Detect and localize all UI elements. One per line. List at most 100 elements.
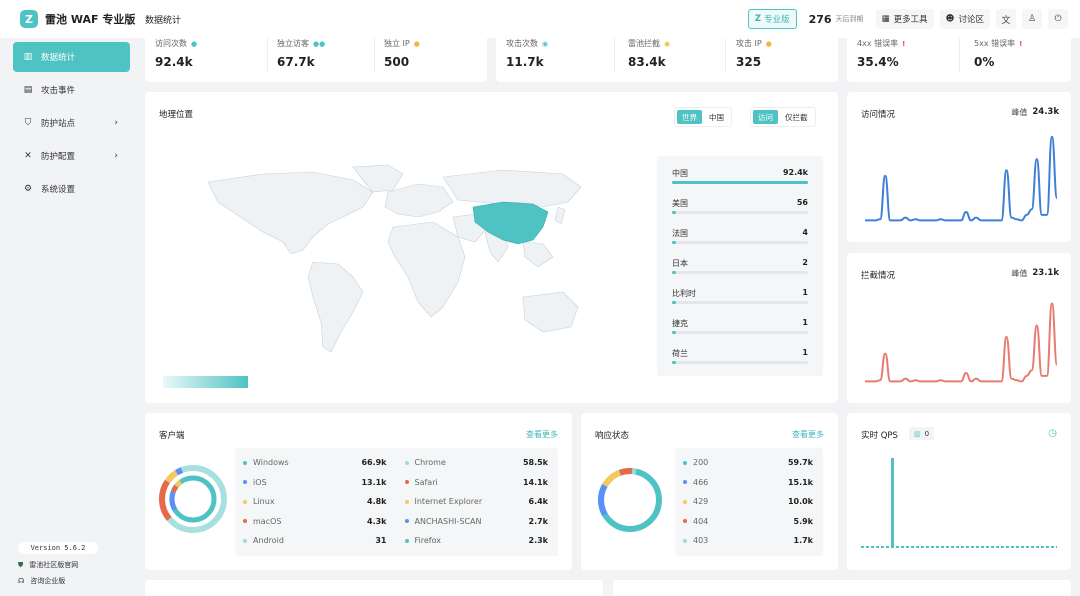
sidebar: ▥ 数据统计 ▤ 攻击事件 ⛉ 防护站点 › ✕ 防护配置 › ⚙ 系统设置 bbox=[0, 38, 145, 596]
greenland-shape bbox=[352, 164, 404, 193]
sidebar-item-protected-sites[interactable]: ⛉ 防护站点 › bbox=[13, 108, 130, 138]
stat-value: 11.7k bbox=[506, 55, 544, 69]
peak-value: 24.3k bbox=[1032, 107, 1059, 117]
scope-china-tab[interactable]: 中国 bbox=[709, 112, 724, 122]
geo-card: 地理位置 世界 中国 访问 仅拦截 中国 92.4k 美国 56 法国 4 日本 2 比利时 1 捷… bbox=[145, 92, 838, 403]
sidebar-item-protection-config[interactable]: ✕ 防护配置 › bbox=[13, 141, 130, 171]
country-value: 1 bbox=[802, 318, 808, 327]
legend-label: 200 bbox=[693, 458, 709, 467]
legend-label: 404 bbox=[693, 516, 709, 526]
grid-icon: ▦ bbox=[881, 14, 890, 24]
south-america-shape bbox=[307, 261, 364, 353]
ip-icon: ● bbox=[413, 39, 420, 48]
sidebar-item-statistics[interactable]: ▥ 数据统计 bbox=[13, 42, 130, 72]
clock-icon[interactable]: ◷ bbox=[1048, 428, 1057, 439]
logo-icon: Z bbox=[20, 10, 38, 28]
qps-spike-bar bbox=[891, 458, 894, 547]
scope-toggle: 世界 中国 bbox=[674, 107, 732, 127]
legend-item: Internet Explorer bbox=[404, 497, 482, 506]
sidebar-item-attack-events[interactable]: ▤ 攻击事件 bbox=[13, 75, 130, 105]
world-map[interactable] bbox=[203, 162, 583, 362]
legend-label: iOS bbox=[253, 477, 267, 487]
block-line-chart[interactable] bbox=[861, 291, 1061, 391]
series-line bbox=[865, 135, 1058, 222]
australia-shape bbox=[522, 291, 579, 333]
days-remaining: 276 bbox=[808, 12, 832, 26]
africa-shape bbox=[387, 221, 466, 318]
country-bar-fill bbox=[672, 271, 677, 274]
days-label: 天后到期 bbox=[835, 15, 864, 23]
version-label: Version 5.6.2 bbox=[18, 542, 98, 554]
app-logo[interactable]: Z 雷池 WAF 专业版 bbox=[0, 10, 145, 28]
stat-value: 83.4k bbox=[628, 55, 666, 69]
legend-value: 1.7k bbox=[793, 536, 814, 545]
scope-world-tab[interactable]: 世界 bbox=[677, 110, 702, 124]
geo-title: 地理位置 bbox=[159, 110, 194, 120]
access-peak: 峰值 24.3k bbox=[1011, 107, 1059, 118]
legend-dot bbox=[243, 519, 247, 523]
license-expiry: 276 天后到期 bbox=[803, 9, 870, 29]
stat-label: 4xx 错误率 bbox=[857, 39, 899, 48]
legend-item: Android bbox=[243, 536, 284, 545]
enterprise-consult-link[interactable]: ☊ 咨询企业版 bbox=[18, 576, 65, 586]
chevron-right-icon: › bbox=[114, 151, 118, 161]
country-bar-track bbox=[672, 241, 808, 244]
country-name: 荷兰 bbox=[672, 349, 688, 358]
clients-donut-chart[interactable] bbox=[157, 463, 229, 535]
mode-blocked-tab[interactable]: 仅拦截 bbox=[785, 112, 808, 122]
sidebar-item-system-settings[interactable]: ⚙ 系统设置 bbox=[13, 174, 130, 204]
country-bar-track bbox=[672, 181, 808, 184]
divider bbox=[614, 38, 615, 72]
forum-button[interactable]: ☻ 讨论区 bbox=[939, 9, 990, 29]
legend-value: 4.8k bbox=[367, 497, 387, 506]
legend-label: 466 bbox=[693, 477, 709, 487]
country-value: 56 bbox=[796, 198, 808, 207]
russia-asia-shape bbox=[442, 169, 582, 208]
block-title: 拦截情况 bbox=[861, 271, 896, 281]
legend-value: 31 bbox=[375, 536, 387, 545]
sidebar-item-label: 攻击事件 bbox=[41, 86, 76, 96]
china-shape bbox=[472, 201, 549, 245]
mode-access-tab[interactable]: 访问 bbox=[753, 110, 778, 124]
southeast-asia-shape bbox=[522, 241, 554, 268]
divider bbox=[959, 38, 960, 72]
stat-label: 5xx 错误率 bbox=[974, 39, 1016, 48]
translate-icon[interactable]: 文 bbox=[996, 9, 1016, 29]
more-tools-button[interactable]: ▦ 更多工具 bbox=[875, 9, 934, 29]
status-donut-chart[interactable] bbox=[595, 465, 665, 535]
legend-item: ANCHASHI-SCAN bbox=[404, 517, 482, 526]
target-icon: ◉ bbox=[542, 39, 549, 48]
bottom-right-card bbox=[613, 580, 1071, 596]
access-line-chart[interactable] bbox=[861, 130, 1061, 230]
clients-more-link[interactable]: 查看更多 bbox=[526, 430, 558, 439]
logout-icon[interactable]: ⏻ bbox=[1048, 9, 1068, 29]
bar-chart-icon: ▥ bbox=[23, 52, 33, 62]
traffic-stats-card: 访问次数 ● 92.4k 独立访客 ●● 67.7k 独立 IP ● 500 bbox=[145, 38, 487, 82]
country-row: 荷兰 1 bbox=[672, 348, 808, 364]
pro-edition-button[interactable]: Z 专业版 bbox=[747, 9, 797, 29]
legend-dot bbox=[404, 480, 409, 484]
error-rate-card: 4xx 错误率! 35.4% 5xx 错误率! 0% bbox=[847, 38, 1071, 82]
country-value: 2 bbox=[802, 258, 808, 267]
qps-chart[interactable] bbox=[861, 453, 1059, 553]
stat-label: 独立访客 bbox=[277, 39, 309, 48]
country-bar-fill bbox=[672, 241, 677, 244]
status-card: 响应状态 查看更多 200 59.7k 466 15.1k 429 10.0k 404 5.9… bbox=[581, 413, 838, 570]
country-value: 1 bbox=[802, 348, 808, 357]
access-title: 访问情况 bbox=[861, 110, 896, 120]
stat-blocked: 雷池拦截 ◉ 83.4k bbox=[628, 38, 670, 69]
country-bar-fill bbox=[672, 361, 677, 364]
community-site-link[interactable]: ⛊ 雷池社区版官网 bbox=[18, 560, 78, 570]
stat-attacks: 攻击次数 ◉ 11.7k bbox=[506, 38, 548, 69]
shirt-icon[interactable]: ♙ bbox=[1022, 9, 1042, 29]
stat-attack-ip: 攻击 IP ● 325 bbox=[736, 38, 772, 69]
stat-label: 攻击 IP bbox=[736, 39, 762, 48]
country-name: 比利时 bbox=[672, 289, 696, 298]
sidebar-item-label: 防护配置 bbox=[41, 152, 76, 162]
legend-label: Android bbox=[253, 536, 284, 545]
status-more-link[interactable]: 查看更多 bbox=[792, 430, 824, 439]
country-bar-track bbox=[672, 271, 808, 274]
stat-value: 92.4k bbox=[155, 55, 193, 69]
country-row: 日本 2 bbox=[672, 258, 808, 274]
legend-value: 4.3k bbox=[367, 516, 387, 526]
